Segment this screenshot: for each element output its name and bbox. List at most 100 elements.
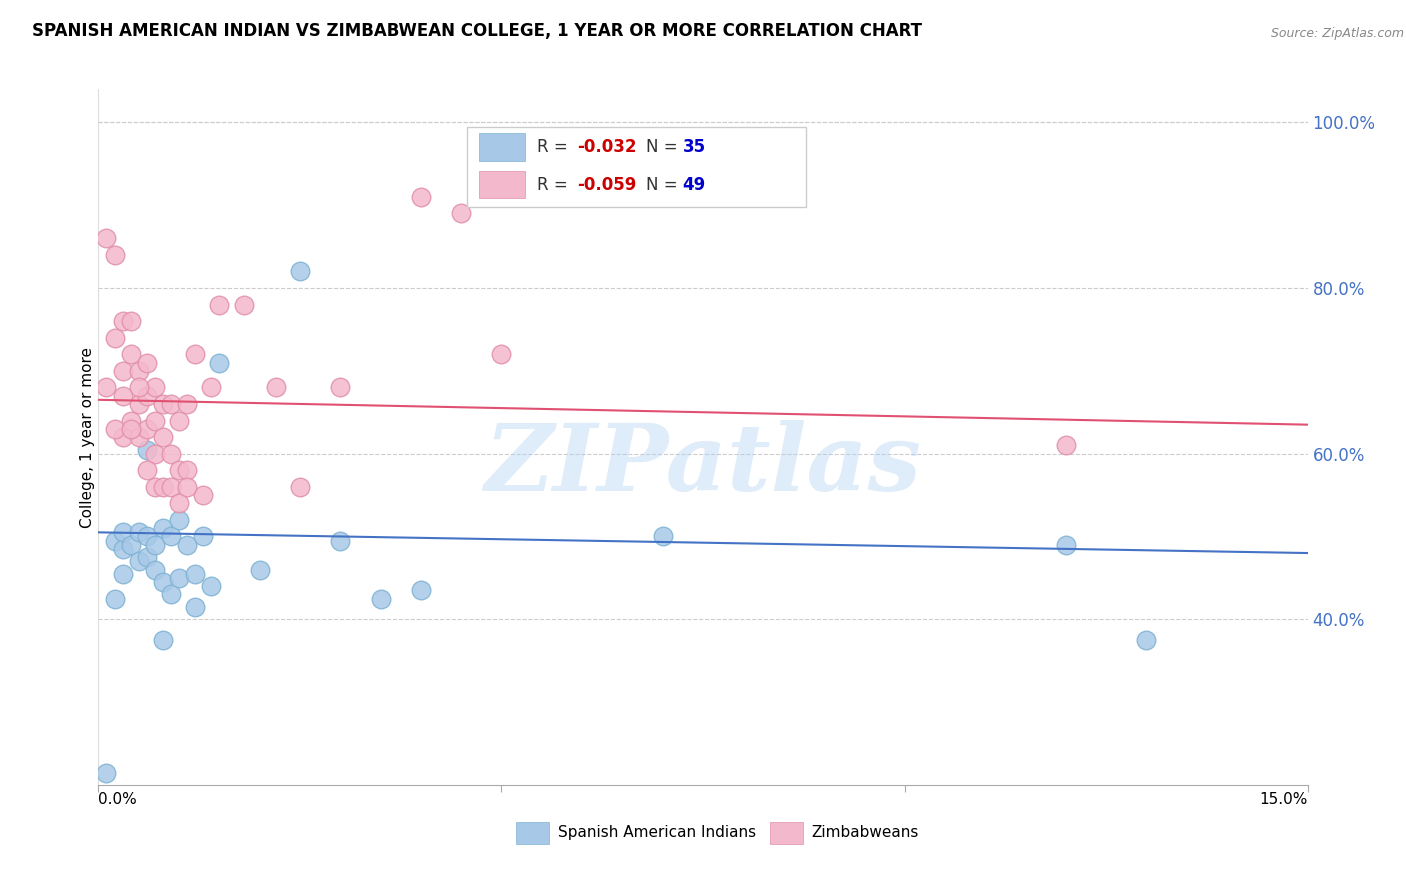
Point [167,496,190,510]
Point [200,380,222,394]
Point [135,355,157,369]
Point [143,447,166,461]
Point [152,480,174,494]
Text: 0.0%: 0.0% [98,791,138,806]
Point [167,571,190,585]
Y-axis label: College, 1 year or more: College, 1 year or more [80,347,94,527]
Point [176,463,198,477]
Point [135,463,157,477]
Point [96,380,118,394]
FancyBboxPatch shape [467,128,806,208]
Point [120,347,142,361]
Point [135,442,157,457]
Text: Spanish American Indians: Spanish American Indians [558,825,756,840]
Point [120,422,142,436]
Point [135,529,157,543]
Point [120,413,142,427]
Point [135,550,157,565]
Text: -0.032: -0.032 [578,138,637,156]
Point [409,190,432,204]
Point [409,583,432,598]
Point [491,347,513,361]
Point [208,355,231,369]
Text: N =: N = [647,176,683,194]
Point [167,513,190,527]
Point [128,397,150,411]
FancyBboxPatch shape [516,822,550,844]
Point [152,633,174,648]
Point [152,430,174,444]
Point [160,397,183,411]
Text: SPANISH AMERICAN INDIAN VS ZIMBABWEAN COLLEGE, 1 YEAR OR MORE CORRELATION CHART: SPANISH AMERICAN INDIAN VS ZIMBABWEAN CO… [32,22,922,40]
Point [193,529,215,543]
Point [176,397,198,411]
Point [1135,633,1157,648]
Point [184,599,207,614]
Point [143,538,166,552]
Point [329,533,352,548]
Point [111,314,134,328]
Text: N =: N = [647,138,683,156]
Point [370,591,392,606]
Point [200,579,222,593]
Point [152,397,174,411]
Point [329,380,352,394]
Point [103,331,125,345]
Point [103,422,125,436]
Point [249,563,271,577]
Text: Source: ZipAtlas.com: Source: ZipAtlas.com [1271,28,1405,40]
Point [96,765,118,780]
Text: ZIPatlas: ZIPatlas [485,420,921,510]
Point [111,541,134,556]
Point [651,529,673,543]
Point [111,364,134,378]
Point [232,297,254,311]
Point [160,529,183,543]
Point [103,533,125,548]
Point [128,380,150,394]
Point [103,591,125,606]
Point [135,422,157,436]
Point [160,447,183,461]
Point [1054,438,1077,452]
Point [288,264,311,278]
Point [135,389,157,403]
Text: Zimbabweans: Zimbabweans [811,825,920,840]
Point [111,525,134,540]
Point [111,430,134,444]
Point [111,389,134,403]
Point [193,488,215,502]
Point [160,480,183,494]
Point [184,347,207,361]
Point [176,480,198,494]
Point [152,574,174,589]
Point [103,248,125,262]
Text: R =: R = [537,176,574,194]
Point [128,525,150,540]
FancyBboxPatch shape [769,822,803,844]
Point [143,480,166,494]
Point [288,480,311,494]
Text: 15.0%: 15.0% [1260,791,1308,806]
Point [450,206,472,220]
Point [128,364,150,378]
Point [128,554,150,568]
Point [160,587,183,601]
Point [208,297,231,311]
Point [264,380,287,394]
Point [184,566,207,581]
Point [1054,538,1077,552]
Text: R =: R = [537,138,574,156]
FancyBboxPatch shape [479,133,526,161]
Point [143,413,166,427]
Text: 35: 35 [682,138,706,156]
Point [167,463,190,477]
Point [128,430,150,444]
FancyBboxPatch shape [479,170,526,198]
Point [152,521,174,535]
Text: 49: 49 [682,176,706,194]
Point [143,563,166,577]
Text: -0.059: -0.059 [578,176,637,194]
Point [111,566,134,581]
Point [120,314,142,328]
